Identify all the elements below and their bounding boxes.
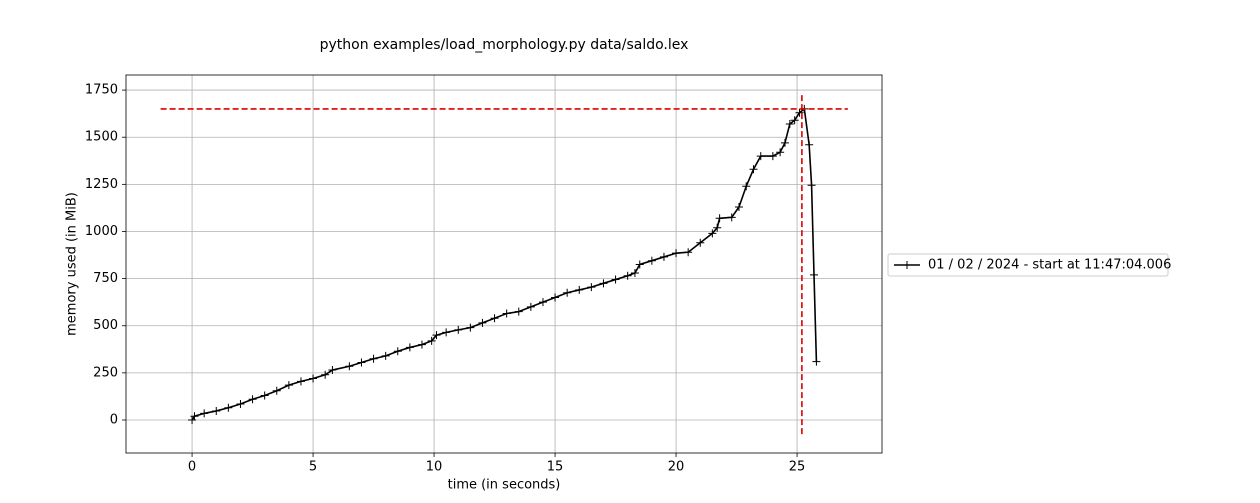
marker	[369, 354, 378, 363]
marker	[623, 271, 632, 280]
marker	[526, 302, 535, 311]
marker	[768, 152, 777, 161]
y-tick-label: 750	[93, 271, 118, 286]
x-tick-label: 5	[309, 460, 317, 475]
marker	[466, 323, 475, 332]
marker	[272, 386, 281, 395]
x-tick-label: 25	[789, 460, 806, 475]
marker	[393, 347, 402, 356]
x-tick-label: 0	[188, 460, 196, 475]
marker	[749, 165, 758, 174]
x-axis-label: time (in seconds)	[448, 478, 561, 493]
marker	[647, 256, 656, 265]
marker	[405, 343, 414, 352]
marker	[785, 120, 794, 129]
marker	[328, 366, 337, 375]
legend-label: 01 / 02 / 2024 - start at 11:47:04.006	[928, 258, 1171, 273]
y-tick-label: 1000	[85, 224, 118, 239]
marker	[284, 381, 293, 390]
marker	[742, 182, 751, 191]
y-axis-label: memory used (in MiB)	[65, 192, 80, 336]
marker	[599, 279, 608, 288]
marker	[563, 288, 572, 297]
marker	[427, 336, 436, 345]
x-tick-label: 20	[668, 460, 685, 475]
marker	[248, 395, 257, 404]
chart-title: python examples/load_morphology.py data/…	[320, 37, 689, 53]
marker	[345, 362, 354, 371]
marker	[659, 252, 668, 261]
marker	[795, 108, 804, 117]
y-tick-label: 1750	[85, 83, 118, 98]
marker	[224, 403, 233, 412]
marker	[190, 412, 199, 421]
marker	[713, 223, 722, 232]
marker	[790, 116, 799, 125]
marker	[538, 298, 547, 307]
marker	[260, 391, 269, 400]
y-tick-label: 1500	[85, 130, 118, 145]
x-tick-label: 15	[547, 460, 564, 475]
marker	[502, 309, 511, 318]
marker	[212, 406, 221, 415]
legend-marker	[903, 261, 911, 269]
marker	[630, 268, 639, 277]
legend-box	[887, 253, 1169, 277]
marker	[575, 285, 584, 294]
marker	[478, 318, 487, 327]
marker	[727, 213, 736, 222]
marker	[756, 152, 765, 161]
marker	[321, 370, 330, 379]
marker	[809, 270, 818, 279]
marker	[200, 409, 209, 418]
y-tick-label: 500	[93, 318, 118, 333]
marker	[236, 399, 245, 408]
marker	[490, 314, 499, 323]
marker	[514, 307, 523, 316]
marker	[635, 260, 644, 269]
marker	[381, 351, 390, 360]
marker	[780, 138, 789, 147]
marker	[672, 249, 681, 258]
y-tick-label: 250	[93, 365, 118, 380]
marker	[708, 229, 717, 238]
marker	[442, 328, 451, 337]
marker	[812, 357, 821, 366]
x-tick-label: 10	[426, 460, 443, 475]
marker	[734, 202, 743, 211]
marker	[611, 275, 620, 284]
marker	[696, 238, 705, 247]
marker	[296, 377, 305, 386]
marker	[417, 340, 426, 349]
y-tick-label: 0	[110, 413, 118, 428]
marker	[776, 148, 785, 157]
marker	[715, 214, 724, 223]
marker	[551, 293, 560, 302]
marker	[454, 325, 463, 334]
marker	[587, 283, 596, 292]
marker	[309, 374, 318, 383]
plot-frame	[125, 74, 883, 454]
marker	[805, 140, 814, 149]
marker	[432, 331, 441, 340]
memory-line	[191, 107, 818, 421]
marker	[807, 181, 816, 190]
marker	[684, 248, 693, 257]
y-tick-label: 1250	[85, 177, 118, 192]
marker	[357, 358, 366, 367]
